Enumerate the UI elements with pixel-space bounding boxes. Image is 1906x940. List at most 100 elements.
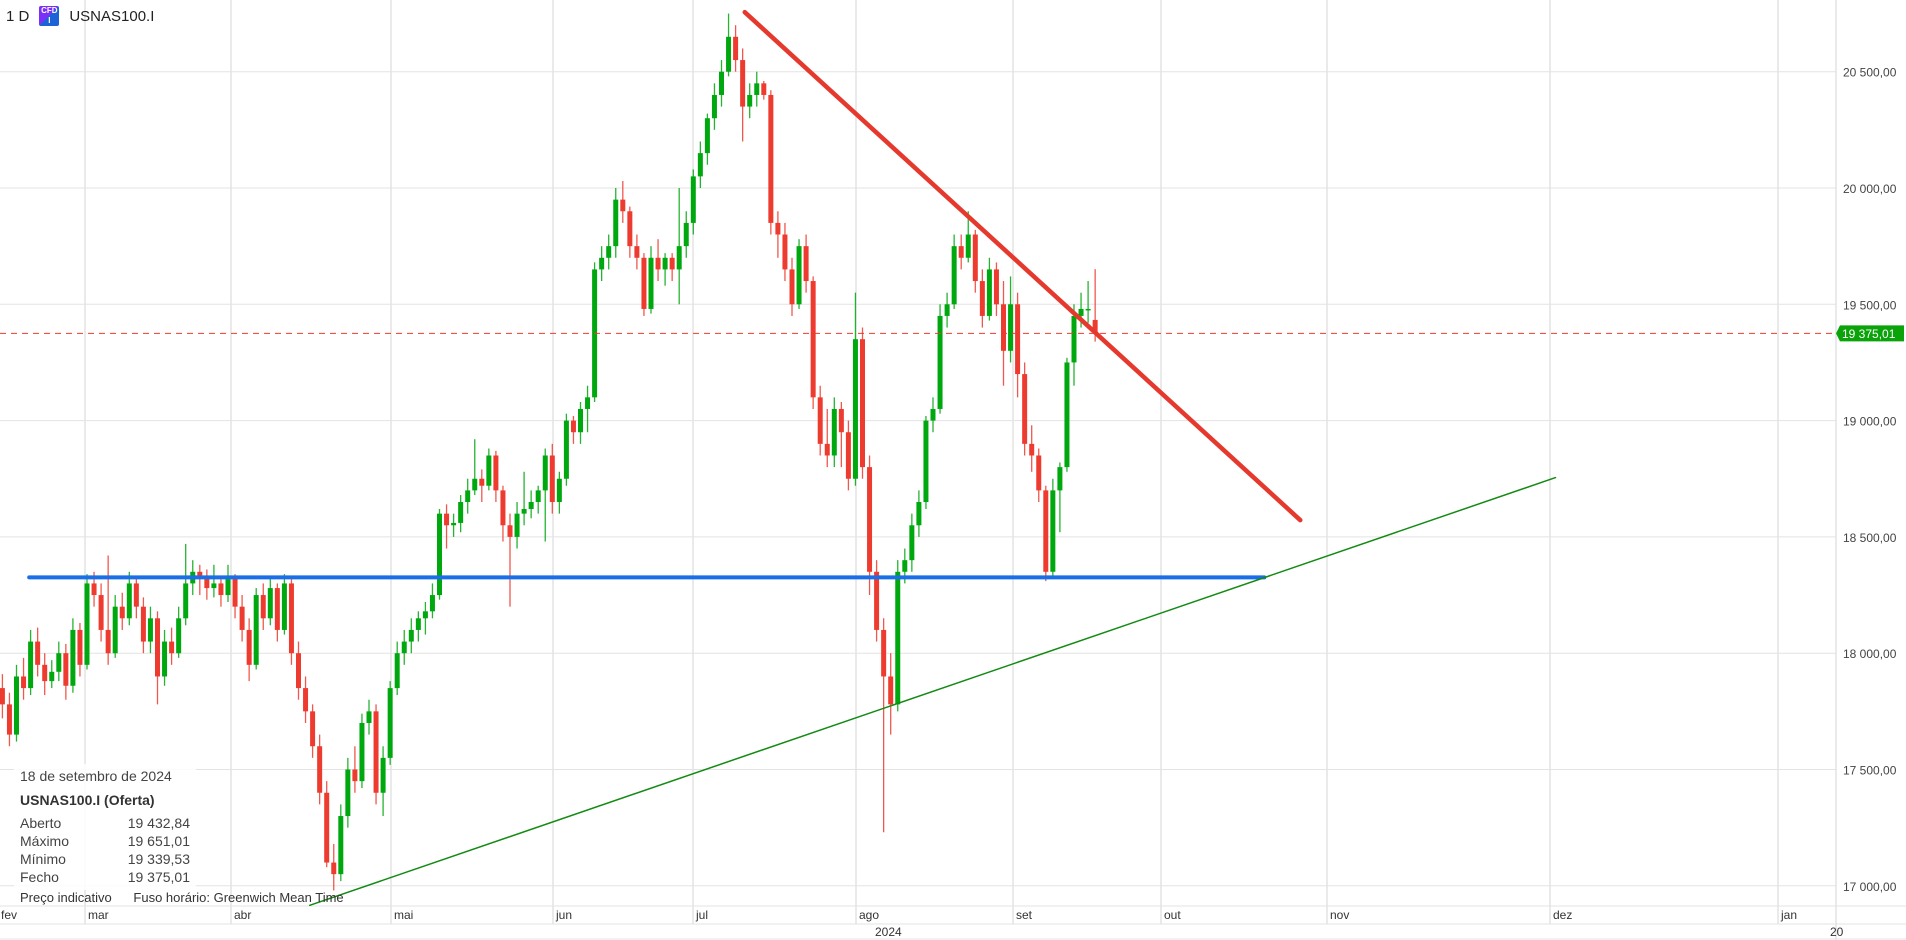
y-tick-label: 18 000,00 (1843, 647, 1897, 661)
candle-up (486, 455, 492, 486)
candle-up (923, 420, 929, 503)
candle-up (70, 629, 76, 686)
info-label: Fecho (20, 869, 59, 885)
chart-header: 1 D CFD I USNAS100.I (6, 6, 154, 26)
candle-up (253, 595, 259, 665)
x-tick-label: mai (394, 908, 413, 922)
candle-up (606, 246, 612, 258)
symbol-label[interactable]: USNAS100.I (69, 7, 155, 25)
candle-down (197, 571, 203, 579)
candle-down (620, 199, 626, 212)
candle-down (133, 583, 139, 607)
timeframe-label[interactable]: 1 D (6, 7, 30, 25)
x-tick-label: jun (555, 908, 572, 922)
candle-up (1057, 467, 1063, 491)
candle-up (451, 522, 457, 526)
x-tick-label: nov (1330, 908, 1349, 922)
candle-down (63, 653, 69, 686)
current-price-tag (1836, 325, 1904, 342)
info-row-close: Fecho 19 375,01 (20, 868, 190, 886)
candle-down (155, 618, 160, 677)
candle-up (162, 641, 168, 677)
candle-up (563, 420, 569, 479)
candle-up (599, 257, 605, 270)
candle-up (429, 595, 435, 612)
candle-down (288, 583, 294, 654)
info-label: Aberto (20, 815, 62, 831)
candle-up (986, 269, 992, 316)
candle-down (627, 211, 633, 247)
candle-down (331, 862, 337, 875)
candle-down (824, 443, 830, 456)
candle-up (394, 653, 400, 689)
year-label: 20 (1830, 925, 1844, 939)
candle-down (761, 83, 767, 95)
candle-down (803, 246, 809, 282)
candle-down (789, 269, 795, 305)
candle-up (683, 222, 689, 247)
candle-down (493, 455, 499, 491)
candle-down (867, 467, 873, 572)
candle-down (979, 281, 985, 316)
candle-down (655, 257, 661, 270)
candle-up (49, 671, 55, 682)
candle-down (1092, 319, 1098, 334)
candle-up (726, 36, 732, 72)
candle-down (1036, 455, 1042, 491)
y-tick-label: 19 000,00 (1843, 415, 1897, 429)
candle-up (930, 408, 936, 421)
y-tick-label: 17 500,00 (1843, 764, 1897, 778)
candle-down (549, 455, 555, 503)
candle-up (895, 571, 901, 705)
candle-down (733, 36, 739, 61)
candle-up (183, 583, 189, 619)
candle-up (267, 588, 273, 619)
candle-down (169, 641, 175, 654)
candle-down (352, 769, 358, 782)
candle-up (415, 618, 421, 630)
candle-up (1064, 362, 1070, 468)
price-type-label: Preço indicativo (20, 890, 112, 905)
candle-down (260, 595, 266, 619)
info-label: Mínimo (20, 851, 66, 867)
candle-up (719, 71, 724, 95)
x-tick-label: set (1016, 908, 1033, 922)
y-tick-label: 20 000,00 (1843, 182, 1897, 196)
candle-down (35, 641, 41, 665)
candle-up (796, 246, 802, 305)
downtrend-line (742, 9, 1303, 523)
candle-up (28, 641, 34, 689)
candle-up (697, 153, 703, 177)
candle-up (422, 611, 428, 619)
candle-down (500, 490, 506, 526)
candle-up (556, 478, 562, 503)
candle-up (937, 315, 943, 409)
candle-up (831, 408, 837, 456)
candle-up (754, 83, 760, 95)
candle-up (747, 94, 753, 107)
cfd-icon: CFD I (39, 6, 60, 26)
candle-up (408, 629, 414, 642)
candle-up (951, 246, 957, 305)
timezone-label: Fuso horário: Greenwich Mean Time (133, 890, 344, 905)
candle-down (105, 629, 111, 654)
candle-up (472, 478, 478, 491)
candle-up (1050, 490, 1056, 572)
candle-up (225, 576, 231, 596)
candle-up (528, 502, 534, 509)
candle-down (972, 234, 978, 282)
candle-down (310, 711, 316, 747)
ohlc-info-panel: 18 de setembro de 2024 USNAS100.I (Ofert… (14, 764, 196, 890)
candle-down (570, 420, 576, 433)
candle-down (1015, 304, 1021, 375)
candle-down (317, 746, 323, 793)
candle-up (401, 641, 407, 654)
candle-down (119, 606, 125, 619)
candle-down (1029, 443, 1035, 456)
candle-up (613, 199, 619, 247)
candle-up (147, 618, 153, 642)
candle-up (437, 513, 442, 596)
candle-up (458, 502, 464, 523)
chart-footer: Preço indicativo Fuso horário: Greenwich… (20, 890, 362, 905)
